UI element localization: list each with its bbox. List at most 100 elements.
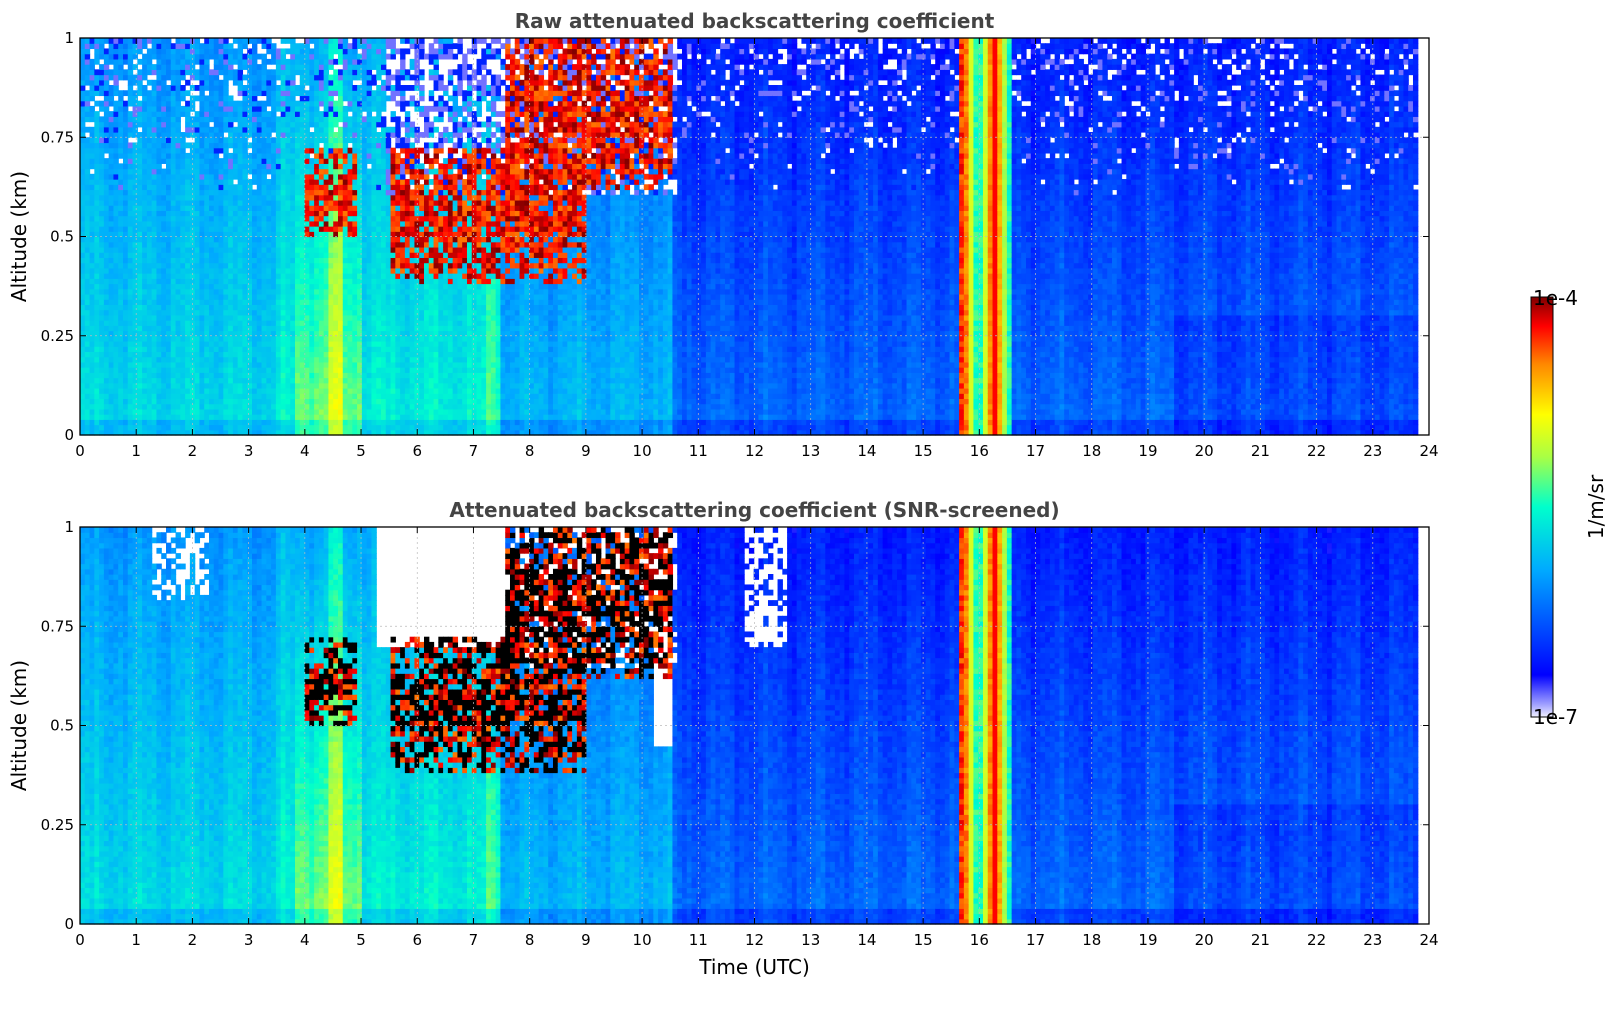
heatmap-cell	[371, 152, 377, 159]
heatmap-cell	[146, 309, 153, 316]
heatmap-cell	[266, 309, 272, 316]
heatmap-cell	[209, 346, 215, 353]
heatmap-cell	[261, 69, 267, 76]
heatmap-cell	[314, 346, 320, 353]
heatmap-cell	[252, 168, 258, 175]
heatmap-cell	[280, 163, 287, 170]
heatmap-cell	[170, 429, 177, 436]
heatmap-cell	[280, 356, 287, 363]
heatmap-cell	[84, 53, 91, 60]
heatmap-cell	[113, 257, 119, 264]
heatmap-cell	[161, 283, 167, 290]
heatmap-cell	[185, 205, 191, 211]
heatmap-cell	[213, 403, 220, 410]
heatmap-cell	[194, 142, 201, 149]
heatmap-cell	[232, 173, 239, 180]
heatmap-cell	[118, 90, 124, 97]
heatmap-cell	[99, 85, 105, 91]
heatmap-cell	[361, 126, 368, 133]
heatmap-cell	[385, 278, 392, 285]
heatmap-cell	[194, 377, 201, 384]
heatmap-cell	[199, 163, 205, 170]
heatmap-cell	[237, 163, 244, 170]
heatmap-cell	[170, 377, 177, 384]
heatmap-cell	[252, 424, 258, 431]
heatmap-cell	[180, 330, 186, 337]
heatmap-cell	[170, 393, 177, 400]
heatmap-cell	[237, 246, 244, 253]
heatmap-cell	[199, 64, 205, 70]
heatmap-cell	[146, 90, 153, 97]
heatmap-cell	[323, 382, 330, 389]
heatmap-cell	[323, 121, 330, 128]
heatmap-cell	[232, 252, 239, 258]
heatmap-cell	[290, 299, 296, 305]
heatmap-cell	[385, 346, 392, 353]
heatmap-cell	[271, 43, 277, 50]
heatmap-cell	[285, 58, 291, 65]
heatmap-cell	[161, 304, 167, 311]
heatmap-cell	[371, 173, 377, 180]
heatmap-cell	[170, 262, 177, 269]
heatmap-cell	[223, 241, 229, 248]
heatmap-cell	[352, 163, 358, 170]
heatmap-cell	[194, 288, 201, 295]
heatmap-cell	[175, 38, 181, 44]
heatmap-cell	[385, 85, 392, 91]
heatmap-cell	[189, 152, 196, 159]
heatmap-cell	[156, 325, 162, 332]
heatmap-cell	[290, 398, 296, 405]
heatmap-cell	[146, 95, 153, 102]
heatmap-cell	[137, 142, 143, 149]
heatmap-cell	[338, 184, 344, 191]
heatmap-cell	[94, 210, 100, 217]
heatmap-cell	[237, 346, 244, 353]
heatmap-cell	[247, 79, 253, 86]
heatmap-cell	[189, 309, 196, 316]
heatmap-cell	[314, 64, 320, 70]
heatmap-cell	[118, 210, 124, 217]
heatmap-cell	[285, 142, 291, 149]
heatmap-cell	[357, 142, 363, 149]
heatmap-cell	[94, 168, 100, 175]
heatmap-cell	[232, 220, 239, 227]
heatmap-cell	[166, 194, 172, 201]
heatmap-cell	[275, 90, 282, 97]
heatmap-cell	[213, 43, 220, 50]
heatmap-cell	[108, 226, 115, 232]
heatmap-cell	[209, 69, 215, 76]
heatmap-cell	[218, 90, 224, 97]
heatmap-cell	[218, 48, 224, 55]
heatmap-cell	[338, 189, 344, 196]
heatmap-cell	[256, 283, 263, 290]
heatmap-cell	[357, 408, 363, 415]
heatmap-cell	[381, 273, 387, 279]
heatmap-cell	[328, 111, 334, 117]
heatmap-cell	[209, 309, 215, 316]
heatmap-cell	[94, 48, 100, 55]
heatmap-cell	[256, 372, 263, 379]
heatmap-cell	[299, 356, 306, 363]
heatmap-cell	[142, 361, 148, 368]
heatmap-cell	[180, 252, 186, 258]
heatmap-cell	[352, 262, 358, 269]
heatmap-cell	[361, 387, 368, 394]
heatmap-cell	[180, 346, 186, 353]
heatmap-cell	[385, 429, 392, 436]
heatmap-cell	[166, 132, 172, 138]
heatmap-cell	[371, 424, 377, 431]
heatmap-cell	[185, 142, 191, 149]
heatmap-cell	[252, 64, 258, 70]
heatmap-cell	[309, 100, 315, 107]
heatmap-cell	[328, 194, 334, 201]
heatmap-cell	[146, 58, 153, 65]
heatmap-cell	[80, 90, 86, 97]
heatmap-cell	[366, 393, 373, 400]
heatmap-cell	[304, 58, 310, 65]
heatmap-cell	[166, 38, 172, 44]
heatmap-cell	[99, 105, 105, 112]
heatmap-cell	[80, 163, 86, 170]
heatmap-cell	[385, 288, 392, 295]
heatmap-cell	[338, 267, 344, 274]
heatmap-cell	[366, 199, 373, 206]
